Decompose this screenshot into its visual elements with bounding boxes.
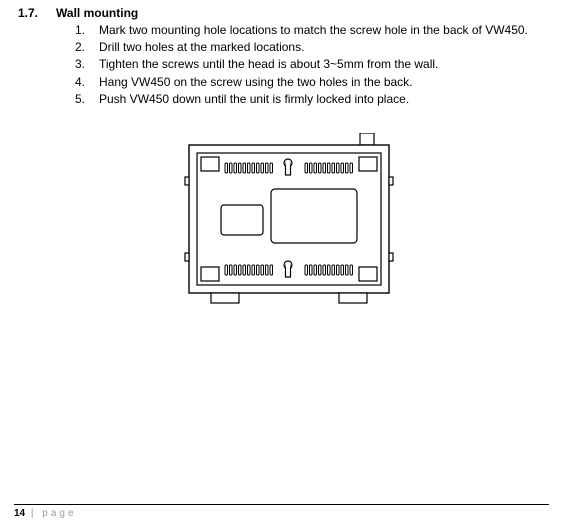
section-heading: 1.7. Wall mounting xyxy=(18,6,559,20)
list-item: 4. Hang VW450 on the screw using the two… xyxy=(75,74,559,90)
section-title: Wall mounting xyxy=(56,6,138,20)
step-number: 3. xyxy=(75,56,99,72)
step-text: Push VW450 down until the unit is firmly… xyxy=(99,91,559,107)
device-back-illustration xyxy=(163,133,415,309)
footer-rule xyxy=(14,504,549,505)
list-item: 2. Drill two holes at the marked locatio… xyxy=(75,39,559,55)
device-diagram xyxy=(18,133,559,309)
step-text: Tighten the screws until the head is abo… xyxy=(99,56,559,72)
step-number: 4. xyxy=(75,74,99,90)
page-number: 14 xyxy=(14,508,25,519)
footer-text: 14 | page xyxy=(14,508,549,519)
step-text: Mark two mounting hole locations to matc… xyxy=(99,22,559,38)
step-text: Drill two holes at the marked locations. xyxy=(99,39,559,55)
list-item: 3. Tighten the screws until the head is … xyxy=(75,56,559,72)
step-number: 2. xyxy=(75,39,99,55)
footer-label: page xyxy=(42,508,76,519)
step-number: 5. xyxy=(75,91,99,107)
step-text: Hang VW450 on the screw using the two ho… xyxy=(99,74,559,90)
section-number: 1.7. xyxy=(18,6,38,20)
page-content: 1.7. Wall mounting 1. Mark two mounting … xyxy=(0,0,567,309)
step-number: 1. xyxy=(75,22,99,38)
list-item: 1. Mark two mounting hole locations to m… xyxy=(75,22,559,38)
page-footer: 14 | page xyxy=(0,504,567,519)
footer-sep: | xyxy=(25,508,42,519)
step-list: 1. Mark two mounting hole locations to m… xyxy=(75,22,559,107)
list-item: 5. Push VW450 down until the unit is fir… xyxy=(75,91,559,107)
